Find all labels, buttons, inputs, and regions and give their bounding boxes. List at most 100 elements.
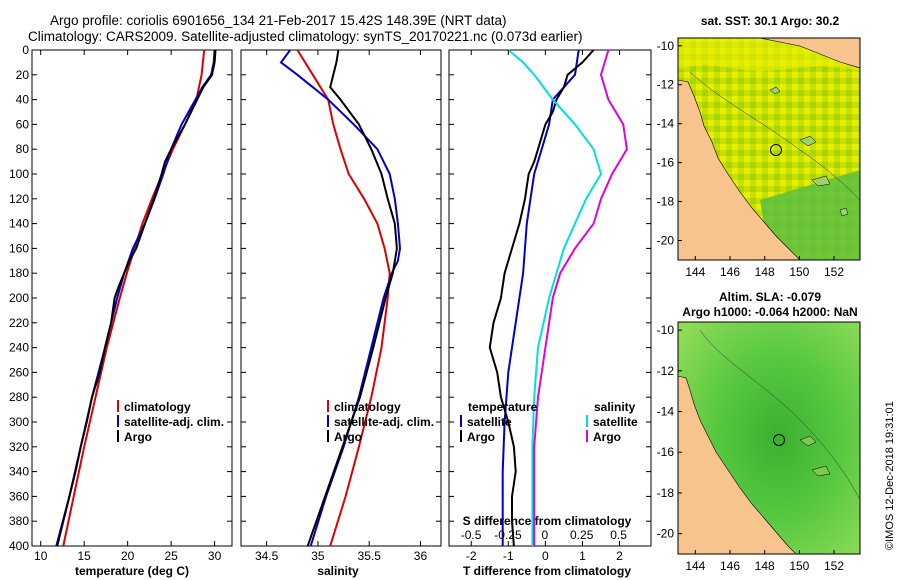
x-tick-label: 0 [542, 549, 549, 563]
series-line-s-argo [533, 49, 628, 546]
depth-tick-label: 380 [9, 514, 29, 528]
x-tick-label: 34.5 [255, 549, 279, 563]
map-lat-label: -12 [657, 78, 675, 92]
depth-tick-label: 0 [22, 43, 29, 57]
map-lon-label: 152 [824, 265, 844, 279]
map-lat-label: -14 [657, 117, 675, 131]
depth-tick-label: 280 [9, 390, 29, 404]
series-line-argo [306, 49, 398, 547]
map-lat-label: -10 [657, 323, 675, 337]
sla-map-title1: Altim. SLA: -0.079 [719, 290, 821, 304]
figure-title-line2: Climatology: CARS2009. Satellite-adjuste… [28, 29, 583, 44]
land-png [759, 38, 860, 69]
temperature-xlabel: temperature (deg C) [75, 564, 189, 578]
s-diff-tick-label: 0.25 [570, 528, 594, 542]
x-tick-label: 30 [208, 549, 222, 563]
legend-t-satellite: satellite [467, 415, 512, 429]
sla-map: Altim. SLA: -0.079 Argo h1000: -0.064 h2… [657, 290, 861, 573]
map-lon-label: 146 [720, 559, 740, 573]
map-lon-label: 146 [720, 265, 740, 279]
sst-map: sat. SST: 30.1 Argo: 30.2 144 146 148 150 15… [657, 14, 861, 279]
depth-tick-label: 100 [9, 167, 29, 181]
salinity-panel: 34.5 35 35.5 36 salinity climatology satell… [240, 49, 442, 578]
x-tick-label: 15 [77, 549, 91, 563]
x-tick-label: 36 [414, 549, 428, 563]
map-lat-label: -20 [657, 527, 675, 541]
s-diff-tick-label: 0.5 [610, 528, 627, 542]
land-australia [678, 375, 797, 554]
map-lat-label: -12 [657, 364, 675, 378]
map-lon-label: 150 [789, 559, 809, 573]
depth-tick-label: 40 [16, 93, 30, 107]
difference-panel: -2 -1 0 1 2 T difference from climatology S … [448, 49, 652, 578]
s-difference-label: S difference from climatology [463, 514, 632, 528]
depth-tick-label: 300 [9, 415, 29, 429]
map-lat-label: -16 [657, 156, 675, 170]
x-tick-label: 10 [34, 549, 48, 563]
figure-title-line1: Argo profile: coriolis 6901656_134 21-Fe… [50, 13, 507, 28]
map-lat-label: -14 [657, 405, 675, 419]
legend-satellite: satellite-adj. clim. [124, 415, 224, 429]
map-lat-label: -20 [657, 234, 675, 248]
map-lat-label: -16 [657, 445, 675, 459]
difference-xlabel: T difference from climatology [463, 564, 631, 578]
series-line-argo [56, 49, 217, 547]
legend-argo: Argo [334, 430, 362, 444]
temperature-legend: climatology satellite-adj. clim. Argo [117, 400, 224, 444]
legend-climatology: climatology [334, 400, 401, 414]
legend-s-argo: Argo [593, 430, 621, 444]
s-diff-tick-label: 0 [541, 528, 548, 542]
argo-position-marker [773, 434, 785, 446]
depth-tick-label: 180 [9, 266, 29, 280]
salinity-xlabel: salinity [317, 564, 359, 578]
map-lon-label: 144 [685, 559, 705, 573]
s-diff-tick-label: -0.5 [461, 528, 482, 542]
x-tick-label: -2 [466, 549, 477, 563]
depth-tick-label: 120 [9, 192, 29, 206]
temperature-panel: 10 15 20 25 30020406080100120140160180200220… [9, 43, 233, 578]
land-australia [678, 79, 801, 260]
legend-satellite: satellite-adj. clim. [334, 415, 434, 429]
depth-tick-label: 240 [9, 341, 29, 355]
depth-tick-label: 320 [9, 440, 29, 454]
salinity-diff-legend: salinity satellite Argo [586, 400, 638, 444]
map-lon-label: 148 [755, 559, 775, 573]
x-tick-label: 2 [616, 549, 623, 563]
sla-map-title2: Argo h1000: -0.064 h2000: NaN [682, 305, 857, 319]
map-lon-label: 152 [824, 559, 844, 573]
depth-tick-label: 140 [9, 217, 29, 231]
legend-s-satellite: satellite [593, 415, 638, 429]
sst-cool-zone [760, 170, 860, 260]
depth-tick-label: 400 [9, 539, 29, 553]
series-line-t-satellite [501, 49, 580, 546]
map-lat-label: -10 [657, 39, 675, 53]
x-tick-label: 35 [311, 549, 325, 563]
x-tick-label: 25 [164, 549, 178, 563]
depth-tick-label: 60 [16, 117, 30, 131]
legend-temperature-title: temperature [468, 400, 538, 414]
depth-tick-label: 200 [9, 291, 29, 305]
legend-climatology: climatology [124, 400, 191, 414]
map-lon-label: 148 [755, 265, 775, 279]
depth-tick-label: 20 [16, 68, 30, 82]
series-line-satellite-adj-clim- [279, 49, 402, 547]
legend-t-argo: Argo [467, 430, 495, 444]
depth-tick-label: 360 [9, 489, 29, 503]
s-diff-tick-label: -0.25 [494, 528, 522, 542]
series-line-s-satellite [507, 49, 603, 546]
map-lon-label: 150 [789, 265, 809, 279]
sst-map-title: sat. SST: 30.1 Argo: 30.2 [701, 14, 840, 28]
salinity-legend: climatology satellite-adj. clim. Argo [327, 400, 434, 444]
depth-tick-label: 340 [9, 465, 29, 479]
x-tick-label: 20 [121, 549, 135, 563]
map-lon-label: 144 [685, 265, 705, 279]
series-line-climatology [296, 49, 391, 547]
temperature-diff-legend: temperature satellite Argo [460, 400, 538, 444]
legend-argo: Argo [124, 430, 152, 444]
x-tick-label: -1 [503, 549, 514, 563]
argo-position-marker [770, 144, 782, 156]
map-lat-label: -18 [657, 195, 675, 209]
legend-salinity-title: salinity [594, 400, 636, 414]
x-tick-label: 1 [579, 549, 586, 563]
